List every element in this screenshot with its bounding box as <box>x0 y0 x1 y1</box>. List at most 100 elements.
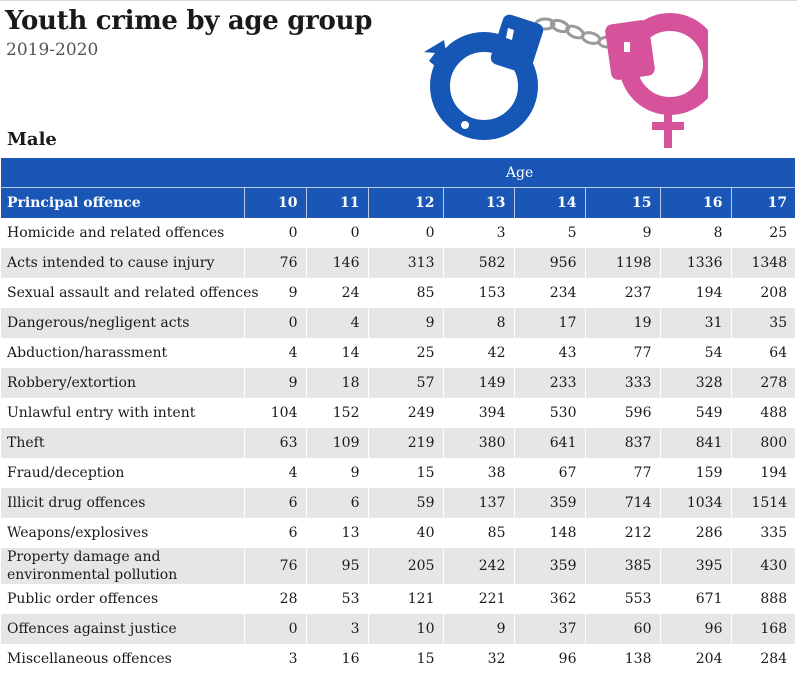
table-row: Theft 63 109 219 380 641 837 841 800 <box>1 428 796 458</box>
value-cell-age-12: 121 <box>367 584 443 614</box>
value-cell-age-12: 59 <box>367 488 443 518</box>
value-cell-age-11: 14 <box>305 338 368 368</box>
value-cell-age-14: 96 <box>513 644 585 674</box>
value-cell-age-17: 888 <box>730 584 796 614</box>
value-cell-age-10: 104 <box>243 398 306 428</box>
value-cell-age-17: 284 <box>730 644 796 674</box>
value-cell-age-12: 15 <box>367 458 443 488</box>
value-cell-age-14: 233 <box>513 368 585 398</box>
value-cell-age-10: 9 <box>243 368 306 398</box>
value-cell-age-17: 1514 <box>730 488 796 518</box>
value-cell-age-14: 359 <box>513 548 585 584</box>
value-cell-age-10: 63 <box>243 428 306 458</box>
value-cell-age-13: 153 <box>442 278 514 308</box>
value-cell-age-11: 6 <box>305 488 368 518</box>
offence-cell: Robbery/extortion <box>1 368 244 398</box>
age-group-row: Age <box>1 158 796 188</box>
value-cell-age-16: 841 <box>659 428 731 458</box>
value-cell-age-16: 549 <box>659 398 731 428</box>
value-cell-age-15: 138 <box>584 644 660 674</box>
value-cell-age-16: 1034 <box>659 488 731 518</box>
value-cell-age-11: 24 <box>305 278 368 308</box>
value-cell-age-14: 37 <box>513 614 585 644</box>
value-cell-age-14: 67 <box>513 458 585 488</box>
value-cell-age-14: 956 <box>513 248 585 278</box>
value-cell-age-11: 9 <box>305 458 368 488</box>
value-cell-age-11: 109 <box>305 428 368 458</box>
value-cell-age-14: 362 <box>513 584 585 614</box>
table-body: Homicide and related offences 0 0 0 3 5 9 8 25 Ac… <box>1 218 796 674</box>
offence-cell: Theft <box>1 428 244 458</box>
value-cell-age-15: 237 <box>584 278 660 308</box>
value-cell-age-15: 212 <box>584 518 660 548</box>
offence-cell: Dangerous/negligent acts <box>1 308 244 338</box>
value-cell-age-17: 278 <box>730 368 796 398</box>
age-header-15: 15 <box>584 187 660 218</box>
value-cell-age-13: 9 <box>442 614 514 644</box>
value-cell-age-15: 385 <box>584 548 660 584</box>
value-cell-age-11: 16 <box>305 644 368 674</box>
value-cell-age-17: 194 <box>730 458 796 488</box>
value-cell-age-10: 76 <box>243 248 306 278</box>
value-cell-age-15: 77 <box>584 458 660 488</box>
value-cell-age-16: 159 <box>659 458 731 488</box>
value-cell-age-17: 430 <box>730 548 796 584</box>
value-cell-age-16: 8 <box>659 218 731 248</box>
age-group-spacer <box>1 158 244 188</box>
offence-cell: Abduction/harassment <box>1 338 244 368</box>
column-header-row: Principal offence 10 11 12 13 14 15 16 17 <box>1 187 796 218</box>
age-header-14: 14 <box>513 187 585 218</box>
value-cell-age-12: 219 <box>367 428 443 458</box>
value-cell-age-15: 77 <box>584 338 660 368</box>
value-cell-age-12: 0 <box>367 218 443 248</box>
age-header-13: 13 <box>442 187 514 218</box>
value-cell-age-12: 85 <box>367 278 443 308</box>
table-row: Dangerous/negligent acts 0 4 9 8 17 19 31 35 <box>1 308 796 338</box>
value-cell-age-10: 9 <box>243 278 306 308</box>
table-row: Unlawful entry with intent 104 152 249 394 53… <box>1 398 796 428</box>
age-header-12: 12 <box>367 187 443 218</box>
value-cell-age-13: 3 <box>442 218 514 248</box>
value-cell-age-13: 380 <box>442 428 514 458</box>
offence-cell: Offences against justice <box>1 614 244 644</box>
age-header-11: 11 <box>305 187 368 218</box>
page-subtitle: 2019-2020 <box>6 40 99 60</box>
value-cell-age-16: 194 <box>659 278 731 308</box>
value-cell-age-16: 395 <box>659 548 731 584</box>
age-header-10: 10 <box>243 187 306 218</box>
value-cell-age-17: 488 <box>730 398 796 428</box>
table-row: Robbery/extortion 9 18 57 149 233 333 328 278 <box>1 368 796 398</box>
value-cell-age-15: 837 <box>584 428 660 458</box>
value-cell-age-15: 596 <box>584 398 660 428</box>
table-row: Acts intended to cause injury 76 146 313 582… <box>1 248 796 278</box>
value-cell-age-16: 54 <box>659 338 731 368</box>
value-cell-age-13: 137 <box>442 488 514 518</box>
value-cell-age-10: 0 <box>243 308 306 338</box>
value-cell-age-12: 249 <box>367 398 443 428</box>
value-cell-age-14: 148 <box>513 518 585 548</box>
value-cell-age-15: 60 <box>584 614 660 644</box>
value-cell-age-15: 333 <box>584 368 660 398</box>
value-cell-age-10: 28 <box>243 584 306 614</box>
page-title: Youth crime by age group <box>5 6 373 36</box>
handcuffs-illustration <box>424 13 708 148</box>
value-cell-age-12: 9 <box>367 308 443 338</box>
table-row: Offences against justice 0 3 10 9 37 60 96 168 <box>1 614 796 644</box>
chain-icon <box>534 17 619 49</box>
table-row: Public order offences 28 53 121 221 362 553 671… <box>1 584 796 614</box>
value-cell-age-10: 6 <box>243 488 306 518</box>
value-cell-age-13: 8 <box>442 308 514 338</box>
offence-cell: Weapons/explosives <box>1 518 244 548</box>
value-cell-age-11: 4 <box>305 308 368 338</box>
value-cell-age-10: 3 <box>243 644 306 674</box>
value-cell-age-13: 242 <box>442 548 514 584</box>
value-cell-age-12: 313 <box>367 248 443 278</box>
value-cell-age-14: 5 <box>513 218 585 248</box>
handcuffs-icon <box>424 13 708 148</box>
value-cell-age-17: 168 <box>730 614 796 644</box>
value-cell-age-15: 9 <box>584 218 660 248</box>
value-cell-age-17: 208 <box>730 278 796 308</box>
section-heading: Male <box>7 129 57 150</box>
offence-cell: Homicide and related offences <box>1 218 244 248</box>
value-cell-age-17: 25 <box>730 218 796 248</box>
